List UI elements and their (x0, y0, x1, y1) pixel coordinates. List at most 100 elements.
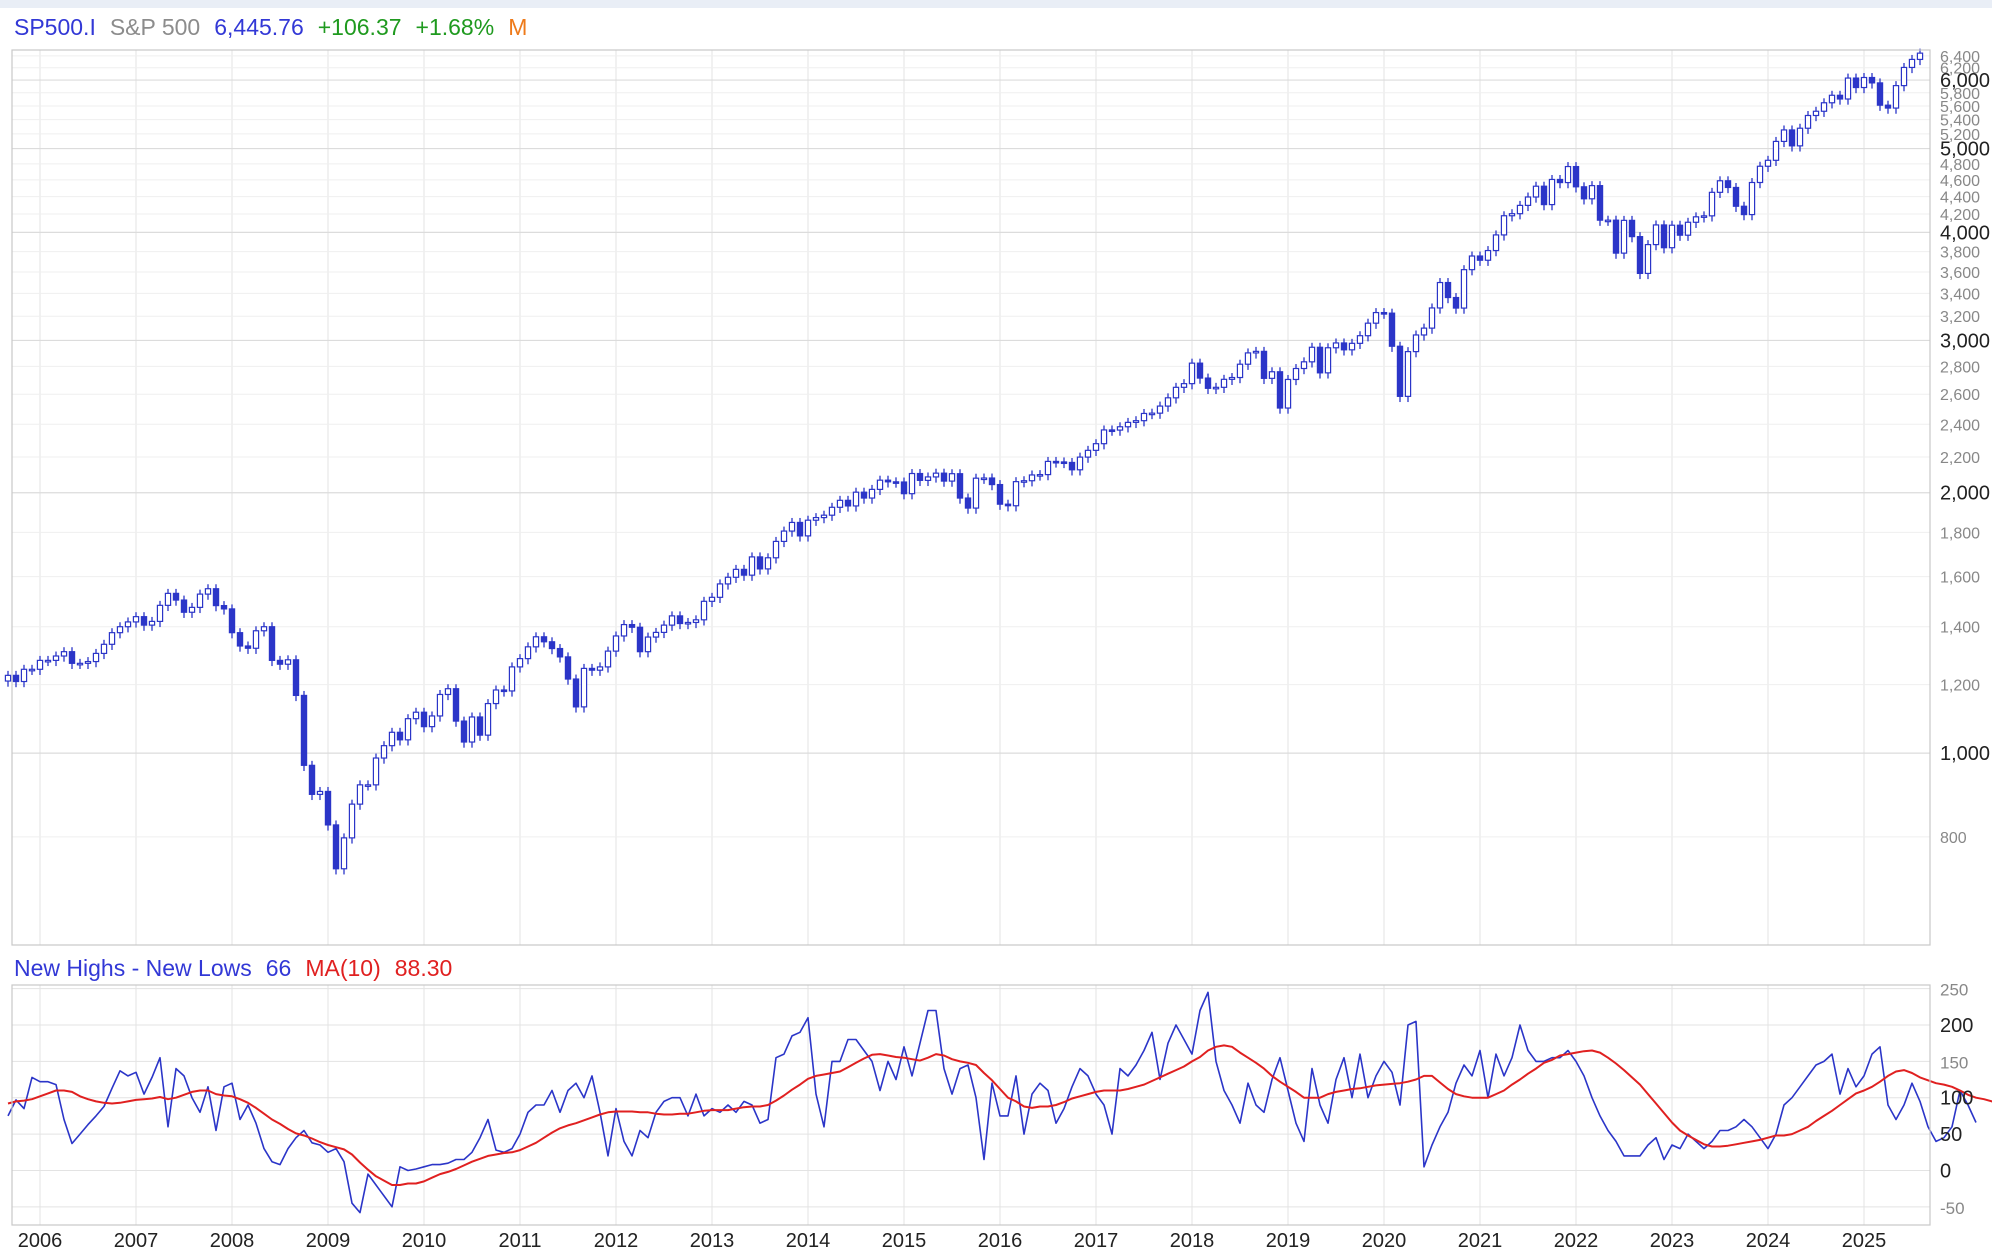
candle-body (988, 477, 996, 486)
candle-body (52, 655, 60, 661)
candle-body (876, 479, 884, 490)
candle-body (1212, 386, 1220, 390)
x-tick-label: 2009 (306, 1230, 351, 1252)
candle-body (1756, 165, 1764, 184)
candle-body (308, 764, 316, 795)
price-tick-label-minor: 3,200 (1940, 309, 1980, 326)
candle-body (916, 472, 924, 481)
indicator-tick-label: 0 (1940, 1160, 1951, 1182)
candle-body (780, 530, 788, 543)
candle-body (1828, 94, 1836, 104)
candle-body (1052, 460, 1060, 464)
candle-body (500, 689, 508, 693)
candle-body (1076, 456, 1084, 471)
candle-body (1692, 216, 1700, 223)
candle-body (1332, 342, 1340, 349)
candle-body (1764, 159, 1772, 167)
candle-body (1324, 347, 1332, 374)
candle-body (236, 632, 244, 647)
symbol-label[interactable]: SP500.I (14, 14, 96, 40)
price-tick-label-minor: 800 (1940, 830, 1967, 847)
candle-body (1436, 281, 1444, 309)
candle-body (1268, 371, 1276, 379)
candle-body (548, 641, 556, 650)
candle-body (924, 476, 932, 481)
candle-body (252, 630, 260, 649)
candle-body (1516, 204, 1524, 215)
candle-body (1156, 405, 1164, 414)
candle-body (12, 674, 20, 683)
candle-body (1364, 322, 1372, 337)
candle-body (516, 658, 524, 668)
candle-body (428, 715, 436, 728)
ma-label[interactable]: MA(10) (305, 955, 381, 981)
candle-body (1588, 185, 1596, 200)
price-tick-label-major: 2,000 (1940, 483, 1990, 505)
x-tick-label: 2014 (786, 1230, 831, 1252)
indicator-tick-label: 250 (1940, 981, 1968, 1000)
candle-body (1884, 104, 1892, 109)
indicator-name[interactable]: New Highs - New Lows (14, 955, 252, 981)
candle-body (1836, 94, 1844, 100)
candle-body (1852, 77, 1860, 89)
candle-body (1748, 181, 1756, 216)
candle-body (1700, 215, 1708, 218)
price-tick-label-minor: 5,800 (1940, 86, 1980, 103)
candle-body (300, 694, 308, 766)
candle-body (1604, 219, 1612, 223)
candle-body (1092, 443, 1100, 451)
candle-body (868, 488, 876, 499)
frequency-label[interactable]: M (508, 14, 528, 40)
candle-body (1876, 82, 1884, 106)
candle-body (1020, 480, 1028, 483)
candle-body (1532, 185, 1540, 198)
candle-body (1524, 196, 1532, 206)
candle-body (820, 514, 828, 519)
candle-body (740, 568, 748, 576)
candle-body (1036, 473, 1044, 477)
candle-body (1660, 224, 1668, 249)
indicator-header: New Highs - New Lows 66 MA(10) 88.30 (14, 955, 466, 982)
indicator-tick-label: 200 (1940, 1015, 1973, 1037)
candle-body (932, 472, 940, 478)
candle-body (716, 583, 724, 598)
candle-body (1724, 180, 1732, 189)
candle-body (1460, 269, 1468, 309)
x-tick-label: 2019 (1266, 1230, 1311, 1252)
x-tick-label: 2025 (1842, 1230, 1887, 1252)
x-tick-label: 2013 (690, 1230, 735, 1252)
candle-body (980, 477, 988, 481)
candle-body (1396, 345, 1404, 397)
candle-body (164, 592, 172, 606)
ma-10-line (7, 1044, 1992, 1186)
candle-body (1204, 377, 1212, 389)
candle-body (724, 576, 732, 585)
candle-body (892, 481, 900, 484)
price-tick-label-minor: 4,200 (1940, 207, 1980, 224)
candle-body (612, 635, 620, 652)
candle-body (1644, 243, 1652, 275)
candle-body (1708, 191, 1716, 217)
candle-body (212, 588, 220, 607)
candle-body (1068, 461, 1076, 471)
candle-body (812, 516, 820, 521)
ma-value: 88.30 (394, 955, 453, 981)
candle-body (1172, 386, 1180, 399)
candle-body (1508, 213, 1516, 217)
price-tick-label-minor: 1,800 (1940, 525, 1980, 542)
candle-body (476, 716, 484, 736)
price-tick-label-major: 5,000 (1940, 139, 1990, 161)
candle-body (564, 656, 572, 680)
candle-body (1196, 362, 1204, 379)
candle-body (364, 784, 372, 787)
price-panel-frame (11, 49, 1931, 946)
candle-body (676, 615, 684, 625)
candle-body (1652, 224, 1660, 246)
candle-body (1788, 129, 1796, 147)
price-tick-label-minor: 5,600 (1940, 99, 1980, 116)
candle-body (1740, 205, 1748, 216)
candle-body (124, 621, 132, 628)
candle-body (1500, 215, 1508, 236)
candle-body (700, 600, 708, 621)
